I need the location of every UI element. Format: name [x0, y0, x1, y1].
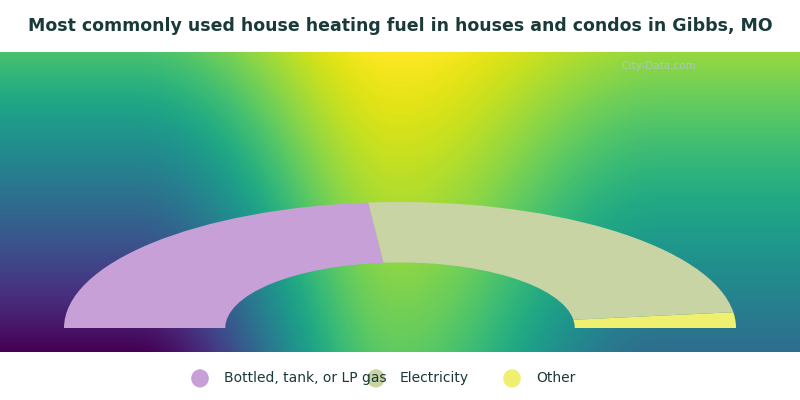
Wedge shape: [368, 202, 734, 320]
Text: City-Data.com: City-Data.com: [622, 61, 696, 71]
Wedge shape: [574, 312, 736, 328]
Text: Most commonly used house heating fuel in houses and condos in Gibbs, MO: Most commonly used house heating fuel in…: [28, 17, 772, 35]
Ellipse shape: [191, 369, 209, 388]
Text: Other: Other: [536, 371, 575, 386]
Text: Electricity: Electricity: [400, 371, 469, 386]
Ellipse shape: [503, 369, 521, 388]
Wedge shape: [64, 202, 383, 328]
Ellipse shape: [367, 369, 385, 388]
Text: Bottled, tank, or LP gas: Bottled, tank, or LP gas: [224, 371, 386, 386]
